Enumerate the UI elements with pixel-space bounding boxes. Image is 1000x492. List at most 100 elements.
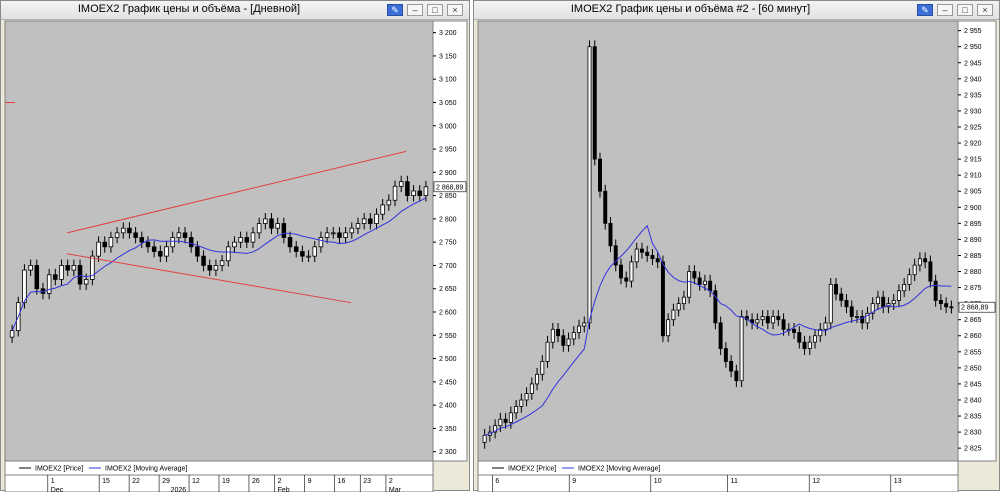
- candle-up: [28, 265, 33, 271]
- candle-up: [392, 185, 398, 201]
- y-tick-label: 2 350: [439, 426, 457, 433]
- y-tick-label: 2 940: [964, 76, 982, 83]
- close-icon[interactable]: ×: [447, 4, 463, 16]
- x-tick-label: 10: [654, 478, 662, 485]
- candle-down: [556, 328, 561, 337]
- x-tick-label: 2: [278, 478, 282, 485]
- candle-down: [368, 218, 373, 224]
- pin-icon[interactable]: ✎: [917, 4, 933, 16]
- candle-down: [781, 319, 786, 330]
- candle-down: [139, 237, 145, 243]
- minimize-icon[interactable]: –: [407, 4, 423, 16]
- y-tick-label: 2 865: [964, 317, 982, 324]
- candle-up: [90, 255, 95, 280]
- candle-up: [213, 265, 219, 271]
- candle-up: [22, 269, 27, 304]
- minimize-icon[interactable]: –: [937, 4, 953, 16]
- candle-down: [287, 237, 293, 248]
- candle-up: [755, 319, 760, 324]
- candle-up: [896, 290, 901, 301]
- candle-up: [238, 237, 243, 243]
- candle-down: [102, 241, 107, 248]
- candle-down: [613, 245, 618, 266]
- y-tick-label: 2 910: [964, 173, 982, 180]
- candle-up: [524, 393, 529, 401]
- y-tick-label: 2 835: [964, 414, 982, 421]
- pin-icon[interactable]: ✎: [387, 4, 403, 16]
- candle-down: [645, 251, 650, 256]
- candle-down: [337, 232, 342, 238]
- y-tick-label: 2 500: [439, 356, 457, 363]
- candle-up: [577, 325, 581, 333]
- candle-up: [121, 227, 126, 234]
- candle-up: [423, 186, 429, 197]
- candle-up: [855, 316, 859, 318]
- candle-up: [828, 283, 833, 324]
- candle-up: [807, 341, 812, 349]
- candle-down: [933, 280, 938, 301]
- last-price-box: [958, 301, 996, 313]
- candle-down: [639, 248, 644, 253]
- x-tick-label: 13: [894, 478, 902, 485]
- candle-up: [498, 418, 503, 427]
- candle-down: [729, 361, 734, 372]
- legend-ma-label: IMOEX2 [Moving Average]: [105, 466, 187, 473]
- y-tick-label: 2 875: [964, 285, 982, 292]
- time-axis: [477, 474, 959, 492]
- candle-down: [928, 261, 933, 282]
- x-month-label: Mar: [389, 487, 402, 492]
- window-title: IMOEX2 График цены и объёма #2 - [60 мин…: [570, 3, 811, 15]
- y-tick-label: 2 860: [964, 333, 982, 340]
- candle-down: [860, 316, 865, 324]
- candle-down: [734, 370, 739, 382]
- y-tick-label: 2 880: [964, 269, 982, 276]
- y-tick-label: 2 890: [964, 237, 982, 244]
- candle-up: [912, 264, 917, 276]
- candle-up: [870, 303, 875, 314]
- candle-up: [176, 232, 182, 238]
- price-axis: [432, 20, 468, 462]
- candle-up: [875, 296, 880, 305]
- candle-down: [608, 222, 613, 247]
- titlebar: IMOEX2 График цены и объёма #2 - [60 мин…: [474, 1, 999, 20]
- candle-up: [813, 335, 817, 343]
- candle-down: [561, 335, 566, 346]
- legend-ma-label: IMOEX2 [Moving Average]: [578, 466, 660, 473]
- candle-up: [482, 434, 487, 443]
- x-tick-label: 22: [132, 478, 140, 485]
- candle-down: [697, 277, 702, 285]
- candle-up: [114, 232, 120, 238]
- candle-down: [655, 258, 660, 263]
- candle-up: [411, 190, 416, 197]
- y-tick-label: 2 955: [964, 28, 982, 35]
- last-price-box: [433, 181, 467, 193]
- candle-down: [244, 237, 250, 243]
- candle-down: [650, 255, 655, 260]
- hourly-candlestick-chart[interactable]: 2 955 2 950 2 945 2 940 2 935 2 930 2 925 2 920…: [474, 1, 1000, 492]
- candle-up: [170, 237, 175, 248]
- maximize-icon[interactable]: □: [427, 4, 443, 16]
- x-tick-label: 26: [252, 478, 260, 485]
- candle-up: [83, 279, 89, 285]
- x-tick-label: 19: [222, 478, 230, 485]
- candle-down: [881, 296, 886, 308]
- candle-up: [232, 241, 237, 248]
- x-tick-label: 12: [812, 478, 820, 485]
- candle-down: [133, 232, 138, 238]
- maximize-icon[interactable]: □: [957, 4, 973, 16]
- candle-down: [923, 258, 928, 263]
- candle-up: [256, 223, 262, 234]
- candle-up: [386, 199, 392, 206]
- candle-up: [666, 319, 671, 337]
- legend-price-label: IMOEX2 [Price]: [508, 466, 556, 473]
- candle-up: [529, 383, 534, 394]
- candle-up: [374, 213, 379, 224]
- close-icon[interactable]: ×: [977, 4, 993, 16]
- candle-down: [849, 306, 854, 317]
- window-title: IMOEX2 График цены и объёма - [Дневной]: [77, 3, 301, 15]
- candle-up: [59, 265, 64, 280]
- daily-candlestick-chart[interactable]: 3 200 3 150 3 100 3 050 3 000 2 950 2 900 2 850…: [1, 1, 471, 492]
- candle-up: [907, 274, 912, 285]
- candle-up: [349, 227, 355, 234]
- y-tick-label: 2 915: [964, 157, 982, 164]
